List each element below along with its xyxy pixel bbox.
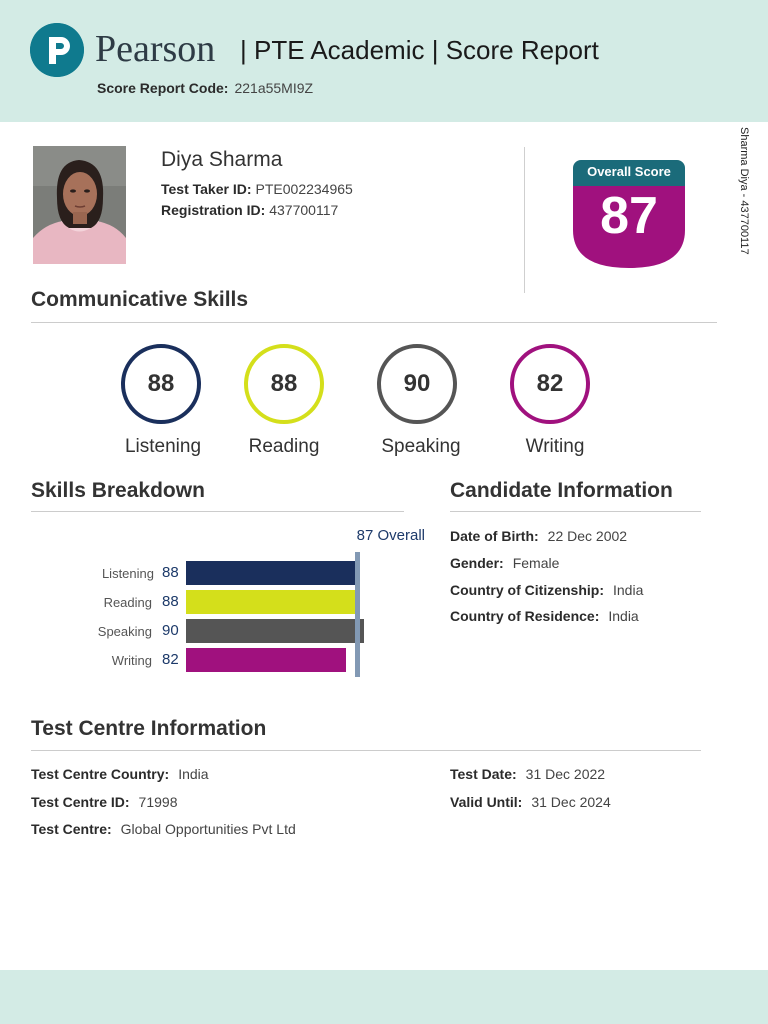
score-report-code-value: 221a55MI9Z <box>234 80 314 96</box>
candidate-information-rule <box>450 511 701 512</box>
pearson-logo-icon <box>30 23 84 77</box>
test-centre-id-label: Test Centre ID: <box>31 794 130 810</box>
test-date-value: 31 Dec 2022 <box>525 766 606 782</box>
report-title: | PTE Academic | Score Report <box>240 35 599 65</box>
citizenship-row: Country of Citizenship: India <box>450 582 643 598</box>
bar-label-reading: Reading <box>103 595 152 610</box>
reading-score-circle: 88 <box>244 344 324 424</box>
vertical-divider <box>524 147 525 293</box>
test-centre-country-row: Test Centre Country: India <box>31 766 209 782</box>
residence-row: Country of Residence: India <box>450 608 639 624</box>
bar-label-writing: Writing <box>111 653 152 668</box>
overall-marker-line <box>355 552 361 677</box>
registration-id-value: 437700117 <box>269 202 339 218</box>
date-of-birth-label: Date of Birth: <box>450 528 539 544</box>
test-centre-information-title: Test Centre Information <box>31 717 267 740</box>
test-taker-id-value: PTE002234965 <box>255 181 353 197</box>
test-centre-value: Global Opportunities Pvt Ltd <box>120 821 296 837</box>
registration-id-row: Registration ID: 437700117 <box>161 202 338 218</box>
test-centre-information-rule <box>31 750 701 751</box>
communicative-skills-rule <box>31 322 717 323</box>
test-date-label: Test Date: <box>450 766 517 782</box>
candidate-name: Diya Sharma <box>161 148 283 171</box>
score-report-code-label: Score Report Code: <box>97 80 229 96</box>
date-of-birth-value: 22 Dec 2002 <box>547 528 628 544</box>
breakdown-overall-label: 87 Overall <box>356 527 425 544</box>
test-centre-label: Test Centre: <box>31 821 112 837</box>
side-candidate-label: Sharma Diya - 437700117 <box>738 127 750 255</box>
citizenship-value: India <box>613 582 644 598</box>
test-centre-row: Test Centre: Global Opportunities Pvt Ltd <box>31 821 296 837</box>
test-centre-country-label: Test Centre Country: <box>31 766 170 782</box>
writing-score-circle: 82 <box>510 344 590 424</box>
footer-band <box>0 970 768 1024</box>
candidate-photo <box>33 146 126 264</box>
gender-value: Female <box>512 555 560 571</box>
listening-label: Listening <box>124 436 202 457</box>
bar-speaking <box>186 619 364 643</box>
citizenship-label: Country of Citizenship: <box>450 582 604 598</box>
test-centre-country-value: India <box>178 766 209 782</box>
residence-value: India <box>608 608 639 624</box>
skills-breakdown-title: Skills Breakdown <box>31 479 205 502</box>
candidate-information-title: Candidate Information <box>450 479 673 502</box>
overall-score-label: Overall Score <box>587 164 671 179</box>
date-of-birth-row: Date of Birth: 22 Dec 2002 <box>450 528 627 544</box>
registration-id-label: Registration ID: <box>161 202 266 218</box>
overall-score-value: 87 <box>600 187 658 245</box>
bar-label-listening: Listening <box>101 566 154 581</box>
skills-breakdown-rule <box>31 511 404 512</box>
test-centre-id-row: Test Centre ID: 71998 <box>31 794 177 810</box>
bar-writing <box>186 648 347 672</box>
test-taker-id-label: Test Taker ID: <box>161 181 252 197</box>
bar-value-reading: 88 <box>162 593 179 610</box>
bar-label-speaking: Speaking <box>97 624 152 639</box>
speaking-label: Speaking <box>381 436 461 457</box>
valid-until-row: Valid Until: 31 Dec 2024 <box>450 794 611 810</box>
reading-label: Reading <box>248 436 320 457</box>
header-band <box>0 0 768 122</box>
speaking-score-circle: 90 <box>377 344 457 424</box>
communicative-skills-title: Communicative Skills <box>31 288 249 311</box>
valid-until-value: 31 Dec 2024 <box>531 794 611 810</box>
bar-value-speaking: 90 <box>162 622 179 639</box>
test-centre-id-value: 71998 <box>138 794 178 810</box>
bar-listening <box>186 561 360 585</box>
brand-name: Pearson <box>95 28 216 70</box>
valid-until-label: Valid Until: <box>450 794 523 810</box>
bar-value-writing: 82 <box>162 651 179 668</box>
writing-label: Writing <box>525 436 585 457</box>
bar-reading <box>186 590 360 614</box>
gender-row: Gender: Female <box>450 555 559 571</box>
overall-score-badge <box>573 160 685 268</box>
gender-label: Gender: <box>450 555 504 571</box>
test-taker-id-row: Test Taker ID: PTE002234965 <box>161 181 353 197</box>
residence-label: Country of Residence: <box>450 608 600 624</box>
test-date-row: Test Date: 31 Dec 2022 <box>450 766 605 782</box>
bar-value-listening: 88 <box>162 564 179 581</box>
listening-score-circle: 88 <box>121 344 201 424</box>
score-report-code: Score Report Code: 221a55MI9Z <box>97 80 313 96</box>
